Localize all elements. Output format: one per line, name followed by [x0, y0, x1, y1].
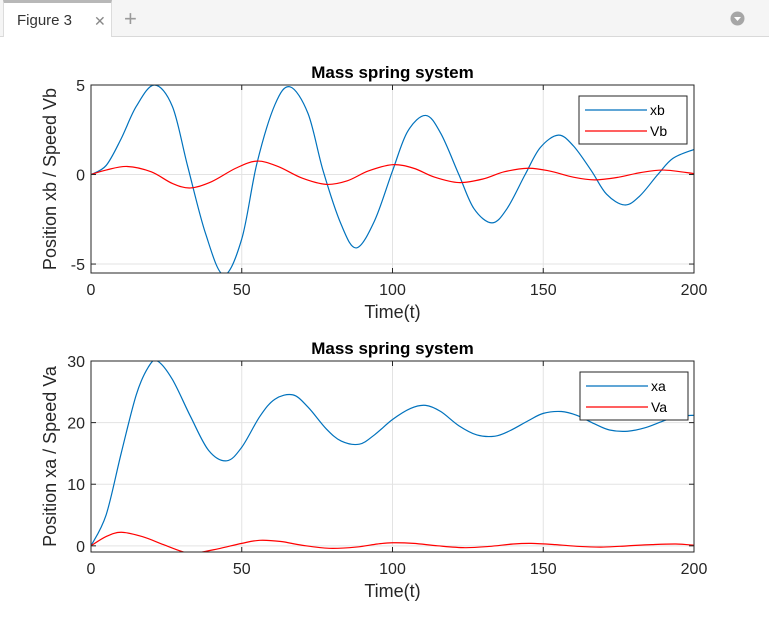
- y-tick-label: 30: [67, 354, 85, 371]
- y-tick-label: 5: [76, 78, 85, 95]
- x-tick-label: 50: [233, 561, 251, 578]
- x-tick-label: 100: [379, 282, 406, 299]
- series-line-xa: [91, 361, 694, 547]
- close-icon[interactable]: ✕: [94, 13, 106, 29]
- x-tick-label: 150: [530, 561, 557, 578]
- x-tick-label: 50: [233, 282, 251, 299]
- legend-box: [578, 95, 688, 145]
- legend-label-Vb: Vb: [650, 123, 667, 139]
- x-tick-label: 200: [681, 282, 708, 299]
- chart-title: Mass spring system: [311, 339, 474, 358]
- y-tick-label: -5: [71, 257, 85, 274]
- y-tick-label: 20: [67, 416, 85, 433]
- legend-label-xb: xb: [650, 102, 665, 118]
- legend-label-xa: xa: [651, 378, 666, 394]
- legend-label-Va: Va: [651, 399, 667, 415]
- y-axis-label: Position xa / Speed Va: [40, 365, 60, 547]
- x-tick-label: 0: [87, 561, 96, 578]
- x-tick-label: 200: [681, 561, 708, 578]
- tab-figure-3[interactable]: Figure 3 ✕: [3, 0, 112, 37]
- x-tick-label: 0: [87, 282, 96, 299]
- legend[interactable]: xa Va: [579, 371, 689, 421]
- series-line-xb: [91, 85, 694, 273]
- series-line-Vb: [91, 160, 694, 189]
- series-line-Va: [91, 531, 694, 552]
- chart-title: Mass spring system: [311, 63, 474, 82]
- legend-box: [579, 371, 689, 421]
- x-tick-label: 150: [530, 282, 557, 299]
- legend[interactable]: xb Vb: [578, 95, 688, 145]
- plus-icon[interactable]: +: [124, 6, 137, 31]
- x-axis-label: Time(t): [364, 302, 420, 322]
- x-tick-label: 100: [379, 561, 406, 578]
- figure-tab-bar: Figure 3 ✕ +: [0, 0, 769, 37]
- y-tick-label: 0: [76, 539, 85, 556]
- y-tick-label: 0: [76, 168, 85, 185]
- chart-2: 0 50 100 150 200 0 10 20 30 Mass spring system Tim…: [40, 339, 707, 601]
- x-axis-label: Time(t): [364, 581, 420, 601]
- tab-label: Figure 3: [17, 12, 73, 29]
- chevron-down-circle-icon[interactable]: [730, 11, 745, 26]
- y-tick-label: 10: [67, 477, 85, 494]
- y-axis-label: Position xb / Speed Vb: [40, 88, 60, 270]
